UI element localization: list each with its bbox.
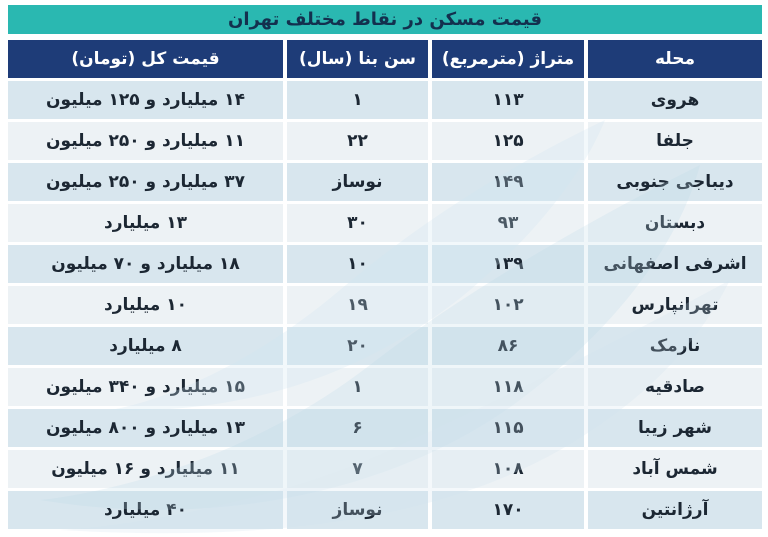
cell-price: ۸ میلیارد xyxy=(8,327,283,365)
cell-age: ۱ xyxy=(287,81,428,119)
cell-price: ۱۵ میلیارد و ۳۴۰ میلیون xyxy=(8,368,283,406)
cell-neighborhood: نارمک xyxy=(588,327,762,365)
cell-area: ۱۷۰ xyxy=(432,491,584,529)
cell-neighborhood: آرژانتین xyxy=(588,491,762,529)
cell-age: ۶ xyxy=(287,409,428,447)
cell-price: ۱۳ میلیارد و ۸۰۰ میلیون xyxy=(8,409,283,447)
cell-neighborhood: صادقیه xyxy=(588,368,762,406)
cell-age: نوساز xyxy=(287,163,428,201)
cell-price: ۱۸ میلیارد و ۷۰ میلیون xyxy=(8,245,283,283)
cell-neighborhood: هروی xyxy=(588,81,762,119)
column-header-age: سن بنا (سال) xyxy=(287,40,428,78)
column-header-area: متراژ (مترمربع) xyxy=(432,40,584,78)
cell-area: ۱۱۳ xyxy=(432,81,584,119)
cell-price: ۱۳ میلیارد xyxy=(8,204,283,242)
cell-price: ۱۰ میلیارد xyxy=(8,286,283,324)
cell-price: ۱۴ میلیارد و ۱۲۵ میلیون xyxy=(8,81,283,119)
cell-age: ۲۲ xyxy=(287,122,428,160)
cell-neighborhood: اشرفی اصفهانی xyxy=(588,245,762,283)
column-header-price: قیمت کل (تومان) xyxy=(8,40,283,78)
cell-neighborhood: جلفا xyxy=(588,122,762,160)
cell-area: ۱۴۹ xyxy=(432,163,584,201)
cell-area: ۸۶ xyxy=(432,327,584,365)
cell-price: ۴۰ میلیارد xyxy=(8,491,283,529)
cell-age: ۳۰ xyxy=(287,204,428,242)
cell-area: ۱۰۸ xyxy=(432,450,584,488)
cell-age: ۱۹ xyxy=(287,286,428,324)
cell-neighborhood: دیباجی جنوبی xyxy=(588,163,762,201)
cell-area: ۹۳ xyxy=(432,204,584,242)
cell-age: ۷ xyxy=(287,450,428,488)
cell-neighborhood: دبستان xyxy=(588,204,762,242)
cell-neighborhood: تهرانپارس xyxy=(588,286,762,324)
cell-area: ۱۳۹ xyxy=(432,245,584,283)
cell-price: ۱۱ میلیارد و ۲۵۰ میلیون xyxy=(8,122,283,160)
cell-neighborhood: شهر زیبا xyxy=(588,409,762,447)
cell-price: ۳۷ میلیارد و ۲۵۰ میلیون xyxy=(8,163,283,201)
cell-age: ۲۰ xyxy=(287,327,428,365)
cell-area: ۱۱۸ xyxy=(432,368,584,406)
cell-price: ۱۱ میلیارد و ۱۶ میلیون xyxy=(8,450,283,488)
table-title: قیمت مسکن در نقاط مختلف تهران xyxy=(8,5,762,34)
cell-neighborhood: شمس آباد xyxy=(588,450,762,488)
column-header-neighborhood: محله xyxy=(588,40,762,78)
cell-age: ۱۰ xyxy=(287,245,428,283)
price-table: محله متراژ (مترمربع) سن بنا (سال) قیمت ک… xyxy=(8,40,762,529)
cell-area: ۱۲۵ xyxy=(432,122,584,160)
cell-area: ۱۰۲ xyxy=(432,286,584,324)
cell-age: نوساز xyxy=(287,491,428,529)
cell-area: ۱۱۵ xyxy=(432,409,584,447)
cell-age: ۱ xyxy=(287,368,428,406)
